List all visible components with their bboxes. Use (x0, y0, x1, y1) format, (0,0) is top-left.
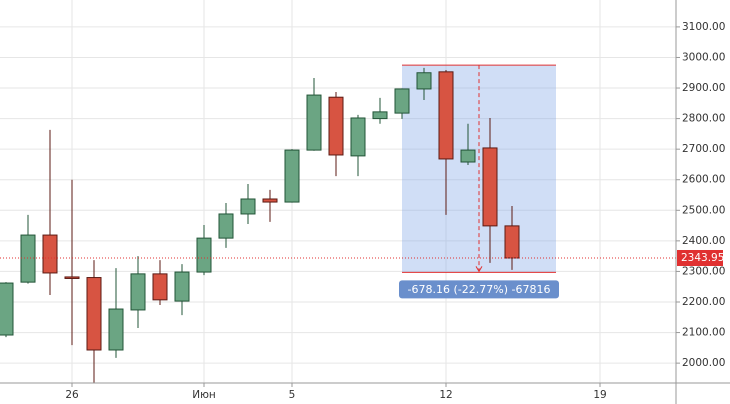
candle-body (196, 237, 212, 273)
y-tick-label: 2900.00 (682, 82, 725, 94)
y-tick-label: 2400.00 (682, 235, 725, 247)
candle-body (372, 111, 388, 120)
candle-body (152, 273, 168, 301)
candle-body (306, 94, 322, 151)
candle-body (482, 147, 498, 227)
measure-label: -678.16 (-22.77%) -67816 (408, 283, 551, 296)
price-label-box (677, 249, 723, 266)
candle-body (108, 308, 124, 351)
y-tick-label: 3100.00 (682, 21, 725, 33)
y-tick-label: 2600.00 (682, 174, 725, 186)
candle-body (504, 225, 520, 259)
y-tick-label: 2200.00 (682, 296, 725, 308)
candle-body (20, 234, 36, 283)
y-tick-label: 2700.00 (682, 143, 725, 155)
x-tick-label: 5 (289, 389, 296, 401)
x-tick-label: 12 (439, 389, 452, 401)
x-tick-label: Июн (192, 389, 216, 401)
candle-body (262, 198, 278, 203)
candle-body (86, 277, 102, 351)
candle-body (218, 213, 234, 239)
candle-body (174, 271, 190, 302)
measure-arrowhead (475, 266, 483, 273)
candle-body (284, 149, 300, 203)
candle-body (328, 96, 344, 156)
candle-body (416, 72, 432, 90)
candle-body (350, 117, 366, 157)
y-tick-label: 2000.00 (682, 357, 725, 369)
x-tick-label: 19 (593, 389, 606, 401)
candle-body (42, 234, 58, 274)
candle-body (0, 282, 14, 336)
y-tick-label: 2100.00 (682, 327, 725, 339)
candle-body (130, 273, 146, 311)
x-tick-label: 26 (65, 389, 79, 401)
measure-label-box (399, 280, 559, 299)
y-tick-label: 3000.00 (682, 51, 725, 63)
candle-body (438, 71, 454, 160)
candle-body (460, 149, 476, 163)
candle-body (240, 198, 256, 215)
price-label: 2343.95 (681, 252, 724, 264)
y-tick-label: 2500.00 (682, 204, 725, 216)
candle-body (394, 88, 410, 114)
candle-body (64, 276, 80, 279)
y-tick-label: 2300.00 (682, 265, 725, 277)
measure-box (402, 65, 556, 273)
y-tick-label: 2800.00 (682, 113, 725, 125)
